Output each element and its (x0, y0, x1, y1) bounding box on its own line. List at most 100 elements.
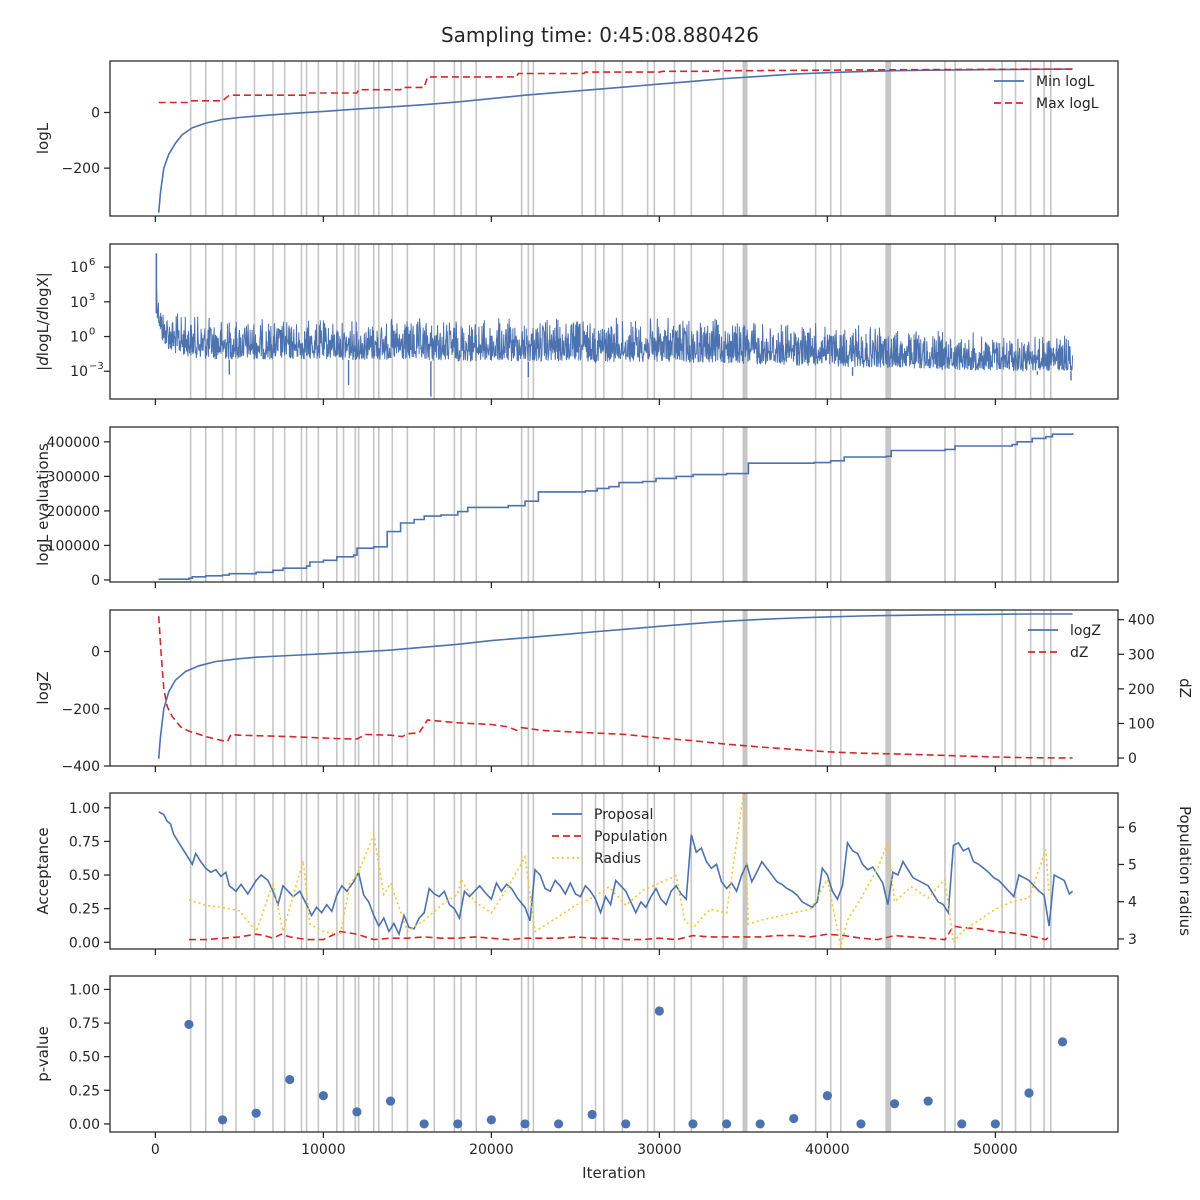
x-tick-label: 50000 (973, 1142, 1018, 1158)
x-tick-label: 40000 (805, 1142, 850, 1158)
y-tick-exponent: −3 (89, 361, 104, 372)
y2-tick-label: 6 (1128, 820, 1137, 836)
p-value-point (923, 1096, 933, 1106)
population-series-line (189, 925, 1052, 941)
legend-label: Radius (594, 851, 641, 867)
p-value-point (789, 1113, 799, 1124)
p-value-point (453, 1119, 463, 1129)
y-tick-label: 0.00 (69, 935, 100, 951)
y2-tick-label: 4 (1128, 895, 1137, 911)
axes-frame (109, 426, 1119, 583)
y-tick-label: 10 (70, 260, 88, 276)
data-group (157, 68, 1073, 213)
dz-series-line (157, 616, 1073, 759)
legend-label: logZ (1070, 623, 1101, 639)
x-axis-label: Iteration (582, 1164, 646, 1182)
x-tick-label: 20000 (469, 1142, 514, 1158)
legend-label: Population (594, 829, 668, 845)
p-value-point (654, 1006, 664, 1016)
y-tick-label: 0 (91, 573, 100, 589)
data-group (158, 793, 1074, 947)
legend-label: Min logL (1036, 74, 1095, 90)
y2-tick-label: 100 (1128, 716, 1155, 732)
p-value-point (1057, 1037, 1068, 1047)
y-tick-label: 0.50 (69, 1050, 100, 1066)
y-tick-label: 0.75 (69, 834, 100, 850)
data-group (158, 433, 1074, 580)
y-tick-label: 1.00 (69, 801, 100, 817)
data-group (155, 253, 1074, 397)
y-tick-exponent: 0 (89, 327, 95, 338)
y-tick-label: 0.00 (69, 1117, 100, 1133)
x-tick-label: 30000 (637, 1142, 682, 1158)
y-tick-label: 0.75 (69, 1016, 100, 1032)
p-value-point (553, 1119, 564, 1129)
insertion-lines (189, 427, 1052, 582)
axes-frame (109, 609, 1119, 767)
y-tick-label: 10 (70, 330, 88, 346)
y-axis-label-part: logL/ (34, 319, 52, 356)
figure-title: Sampling time: 0:45:08.880426 (441, 23, 759, 47)
y2-axis-label: Population radius (1176, 806, 1194, 936)
y-axis-label: logL evaluations (34, 443, 52, 566)
y-axis-label-part: d (34, 356, 52, 366)
y-axis-label: |dlogL/dlogX| (34, 272, 52, 371)
y-tick-label: 0 (91, 645, 100, 661)
y-axis-label-part: | (34, 272, 52, 277)
p-value-point (957, 1119, 967, 1129)
p-value-point (520, 1119, 530, 1129)
y-axis-label-part: logX (34, 277, 52, 310)
panel-logZ: −400 −200 0 0 100 200 300 400 dZ logZ logZ dZ (34, 609, 1194, 775)
proposal-series-line (158, 811, 1074, 937)
panel-acceptance: 0.00 0.25 0.50 0.75 1.00 3 4 5 6 Population radiu… (34, 792, 1194, 955)
axes-frame (109, 243, 1119, 400)
p-value-point (318, 1091, 328, 1101)
gradient-series-line (155, 289, 1074, 372)
y-tick-label: 10 (70, 295, 88, 311)
y2-tick-label: 5 (1128, 857, 1137, 873)
insertion-lines (189, 244, 1052, 399)
x-tick-label: 10000 (301, 1142, 346, 1158)
p-value-point (184, 1019, 194, 1030)
y2-axis-label: dZ (1176, 678, 1194, 698)
legend-label: dZ (1070, 645, 1088, 661)
max-logl-series-line (158, 68, 1073, 104)
y-tick-label: 200000 (47, 504, 100, 520)
y-tick-label: −400 (62, 759, 100, 775)
p-value-point (721, 1119, 732, 1129)
evaluations-series-line (158, 433, 1074, 580)
y-tick-exponent: 3 (89, 292, 95, 303)
y-tick-label: 0.25 (69, 902, 100, 918)
data-group (157, 613, 1073, 759)
y-tick-label: 400000 (47, 435, 100, 451)
p-value-point (352, 1107, 362, 1117)
y-tick-label: 0.50 (69, 868, 100, 884)
p-value-point (856, 1119, 866, 1129)
p-value-point (621, 1119, 631, 1129)
p-value-point (587, 1109, 597, 1120)
y2-tick-label: 300 (1128, 647, 1155, 663)
y-tick-exponent: 6 (89, 257, 95, 268)
p-value-point (419, 1119, 429, 1129)
y-axis-label: p-value (34, 1026, 52, 1082)
p-value-point (755, 1119, 765, 1129)
panel-logL: −200 0 logL Min logL Max logL (34, 60, 1119, 222)
p-value-point (990, 1119, 1000, 1129)
x-tick-label: 0 (151, 1142, 160, 1158)
insertion-lines (189, 610, 1052, 766)
y-tick-label: 1.00 (69, 982, 100, 998)
insertion-lines (189, 793, 1052, 949)
p-value-point (251, 1108, 261, 1118)
min-logl-series-line (157, 68, 1073, 213)
y-tick-label: 0.25 (69, 1083, 100, 1099)
insertion-lines (189, 976, 1052, 1132)
y-axis-label: logZ (34, 671, 52, 704)
y-tick-label: 0 (91, 105, 100, 121)
y2-tick-label: 400 (1128, 613, 1155, 629)
y-axis-label-part: | (34, 366, 52, 371)
y-tick-label: 300000 (47, 469, 100, 485)
y-axis-label: Acceptance (34, 827, 52, 914)
p-value-point (217, 1115, 228, 1125)
